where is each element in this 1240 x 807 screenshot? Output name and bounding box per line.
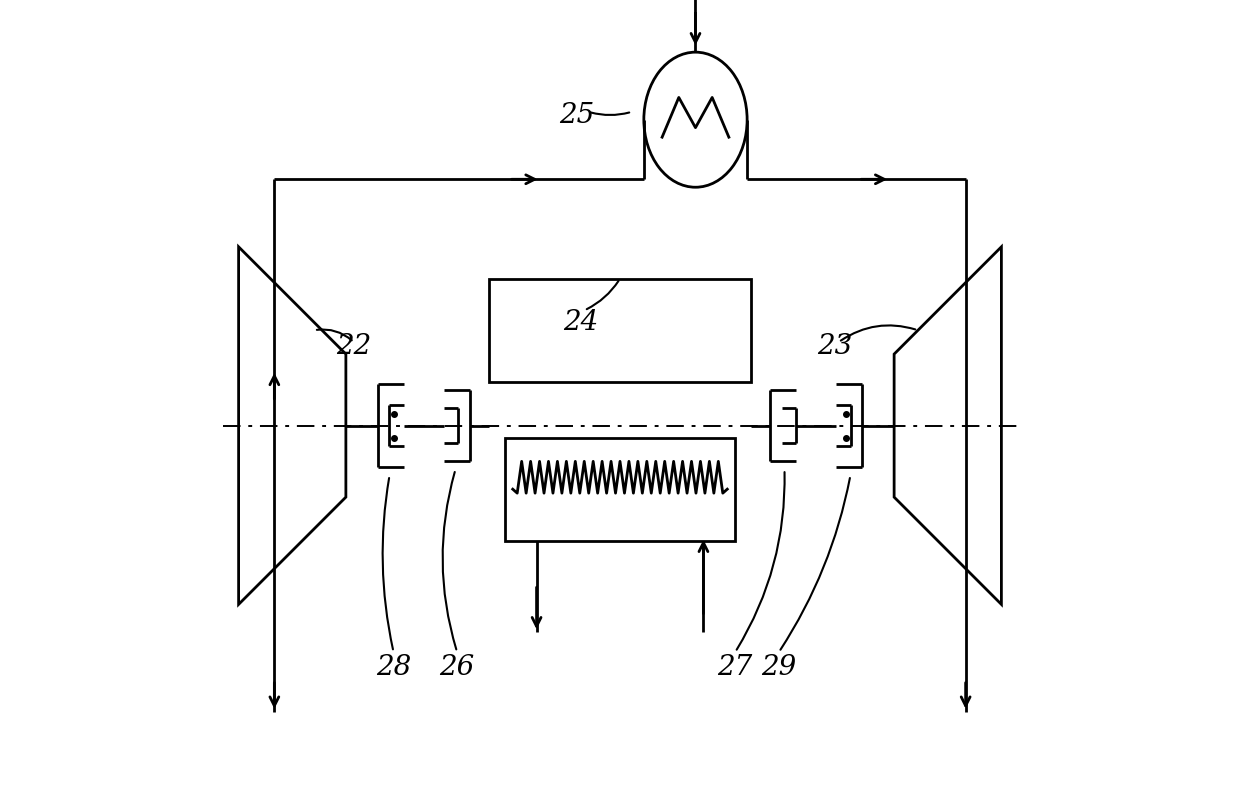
Text: 25: 25 (559, 102, 594, 129)
Text: 27: 27 (718, 654, 753, 681)
Text: 29: 29 (761, 654, 796, 681)
Text: 26: 26 (439, 654, 475, 681)
Bar (489, 278, 751, 382)
Text: 28: 28 (376, 654, 412, 681)
Text: 24: 24 (563, 309, 598, 336)
Bar (505, 437, 735, 541)
Text: 23: 23 (817, 332, 852, 360)
Text: 22: 22 (336, 332, 372, 360)
